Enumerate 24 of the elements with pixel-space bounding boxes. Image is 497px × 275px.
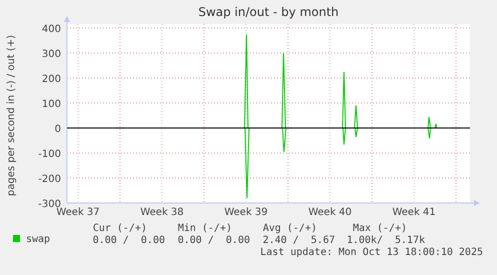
text: Min (-/+)	[178, 223, 232, 234]
x-tick-label: Week 39	[224, 207, 268, 218]
y-tick-label: 400	[42, 24, 61, 35]
y-tick-label: -200	[38, 174, 61, 185]
text: Cur (-/+)	[92, 223, 147, 234]
x-tick-label: Week 38	[140, 207, 184, 218]
y-tick-label: -100	[38, 149, 61, 160]
text: 2.40 / 5.67	[262, 235, 335, 246]
legend-label: swap	[26, 234, 50, 245]
y-axis-title: pages per second in (-) / out (+)	[6, 34, 17, 196]
text: Max (-/+)	[352, 223, 407, 234]
x-tick-label: Week 37	[56, 207, 100, 218]
y-tick-label: 100	[42, 99, 61, 110]
y-tick-label: 0	[54, 124, 61, 135]
text: 0.00 / 0.00	[178, 235, 250, 246]
chart-title: Swap in/out - by month	[198, 5, 339, 19]
text: 0.00 / 0.00	[92, 235, 165, 246]
y-tick-label: 300	[42, 49, 61, 60]
x-tick-label: Week 41	[392, 207, 436, 218]
x-tick-label: Week 40	[308, 207, 352, 218]
y-tick-label: 200	[42, 74, 61, 85]
text: Last update: Mon Oct 13 18:00:10 2025	[260, 247, 483, 258]
text: Avg (-/+)	[262, 223, 317, 234]
text: 1.00k/ 5.17k	[346, 235, 425, 246]
